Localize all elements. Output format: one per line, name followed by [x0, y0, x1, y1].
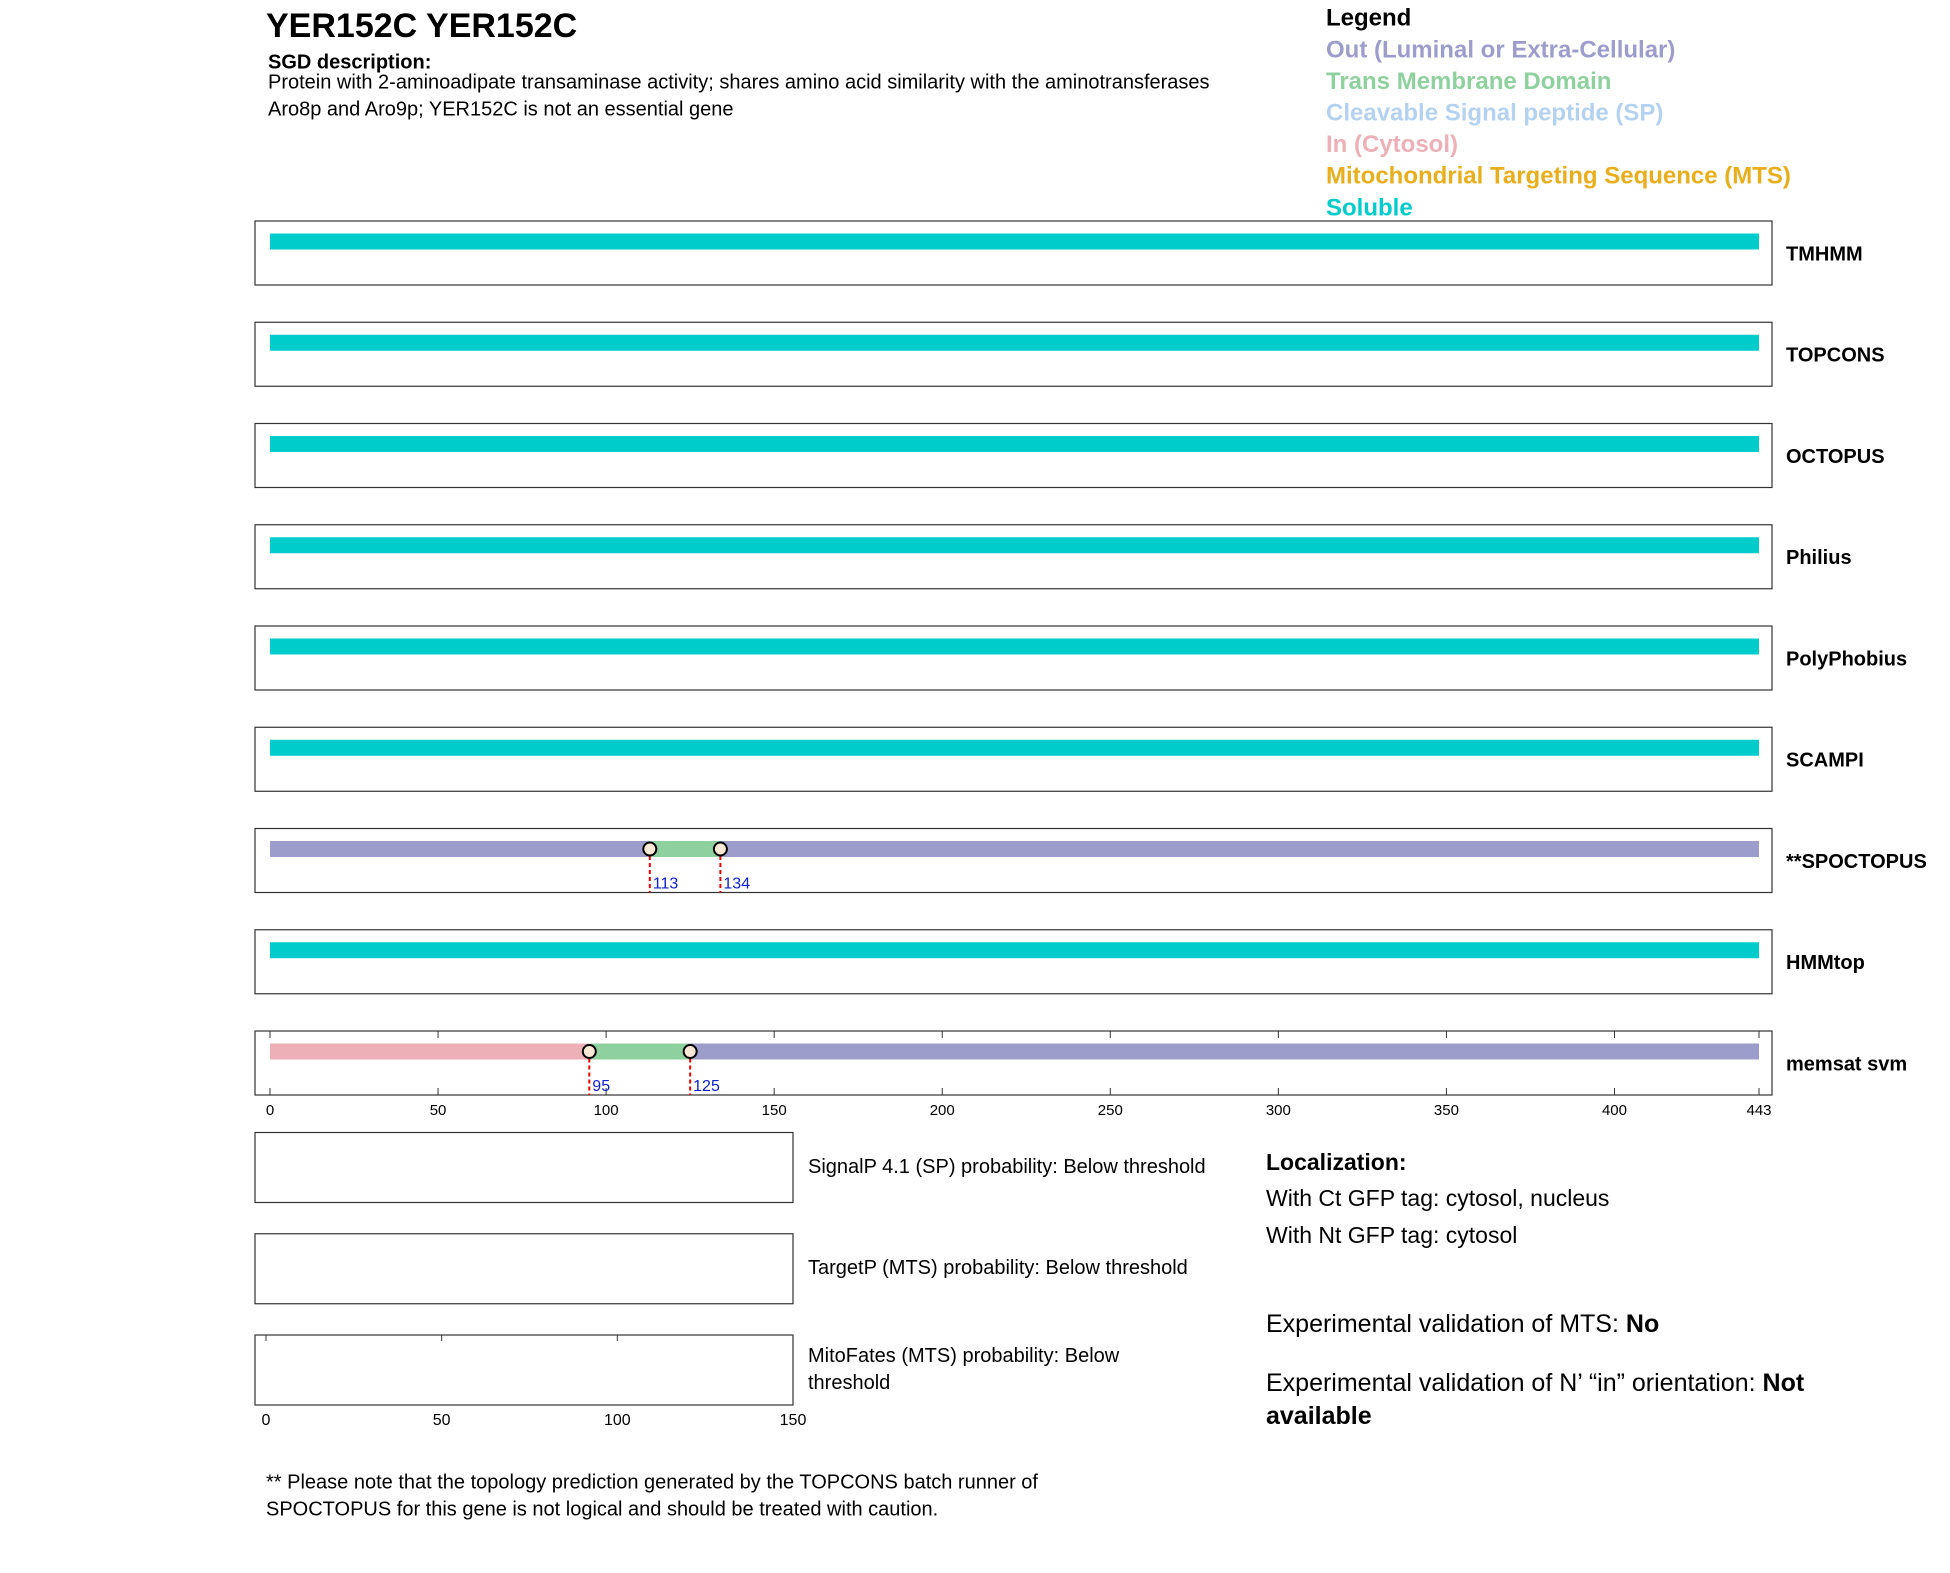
segment [649, 841, 721, 857]
track-name: SCAMPI [1786, 750, 1864, 772]
legend-item: Soluble [1326, 194, 1413, 221]
description: Protein with 2-aminoadipate transaminase… [268, 71, 1210, 93]
x-tick-label: 250 [1098, 1102, 1123, 1119]
track-name: TOPCONS [1786, 345, 1885, 367]
validation-label: Experimental validation of MTS: [1266, 1310, 1626, 1338]
segment [270, 334, 1759, 351]
boundary-label: 134 [723, 876, 750, 893]
panel-label: SignalP 4.1 (SP) probability: Below thre… [808, 1156, 1206, 1178]
footnote: ** Please note that the topology predict… [266, 1471, 1038, 1493]
segment [270, 537, 1759, 554]
validation: Experimental validation of MTS: No [1266, 1308, 1826, 1341]
track-name: memsat svm [1786, 1053, 1907, 1075]
panel-label: MitoFates (MTS) probability: Below [808, 1345, 1120, 1367]
boundary-label: 95 [592, 1078, 610, 1095]
track-name: **SPOCTOPUS [1786, 851, 1927, 873]
legend-item: Mitochondrial Targeting Sequence (MTS) [1326, 163, 1791, 190]
validation: Experimental validation of N’ “in” orien… [1266, 1367, 1826, 1433]
segment [270, 233, 1759, 250]
localization-line: With Ct GFP tag: cytosol, nucleus [1266, 1185, 1609, 1211]
track-box [254, 1030, 1773, 1096]
x-tick-label: 0 [266, 1102, 274, 1119]
panel-label: threshold [808, 1372, 890, 1394]
x-tick-label: 200 [930, 1102, 955, 1119]
localization-title: Localization: [1266, 1149, 1407, 1175]
x-tick-label: 300 [1266, 1102, 1291, 1119]
segment [270, 942, 1759, 959]
x-tick-label: 150 [780, 1412, 807, 1429]
track-name: PolyPhobius [1786, 648, 1907, 670]
legend-item: In (Cytosol) [1326, 131, 1458, 158]
panel-label: TargetP (MTS) probability: Below thresho… [808, 1257, 1188, 1279]
segment [270, 739, 1759, 756]
title: YER152C YER152C [266, 7, 577, 45]
x-tick-label: 400 [1602, 1102, 1627, 1119]
track-box [254, 929, 1773, 995]
x-tick-label: 443 [1746, 1102, 1771, 1119]
boundary-marker [581, 1044, 597, 1059]
footnote: SPOCTOPUS for this gene is not logical a… [266, 1498, 938, 1520]
x-tick-label: 350 [1434, 1102, 1459, 1119]
track-name: HMMtop [1786, 952, 1865, 974]
track-box [254, 220, 1773, 286]
segment [270, 638, 1759, 655]
segment [270, 841, 650, 857]
legend-item: Out (Luminal or Extra-Cellular) [1326, 36, 1675, 63]
track-box [254, 422, 1773, 489]
segment [270, 1043, 590, 1060]
x-tick-label: 150 [762, 1102, 787, 1119]
track-box [254, 321, 1773, 387]
segment [589, 1043, 691, 1060]
track-name: OCTOPUS [1786, 446, 1885, 468]
validation-value: No [1625, 1310, 1660, 1338]
track-name: Philius [1786, 547, 1852, 569]
x-tick-label: 100 [594, 1102, 619, 1119]
boundary-label: 113 [653, 876, 679, 893]
track-box [254, 726, 1773, 792]
track-name: TMHMM [1786, 243, 1863, 265]
legend-item: Trans Membrane Domain [1326, 68, 1611, 95]
x-tick-label: 100 [604, 1412, 631, 1429]
boundary-label: 125 [693, 1078, 720, 1095]
boundary-marker [642, 841, 658, 857]
segment [690, 1043, 1759, 1060]
x-tick-label: 50 [433, 1412, 451, 1429]
localization-line: With Nt GFP tag: cytosol [1266, 1222, 1517, 1248]
description: Aro8p and Aro9p; YER152C is not an essen… [268, 98, 734, 120]
legend-item: Cleavable Signal peptide (SP) [1326, 100, 1663, 127]
segment [270, 436, 1759, 452]
boundary-marker [682, 1044, 698, 1059]
panel-box [254, 1131, 794, 1204]
segment [720, 841, 1760, 857]
validation-value: Not available [1266, 1369, 1805, 1430]
track-box [254, 625, 1773, 691]
track-box [254, 524, 1773, 590]
panel-box [254, 1233, 794, 1305]
legend-title: Legend [1326, 4, 1411, 31]
track-box [254, 827, 1773, 894]
validation-label: Experimental validation of N’ “in” orien… [1266, 1369, 1763, 1397]
x-tick-label: 50 [430, 1102, 447, 1119]
boundary-marker [712, 841, 728, 857]
x-tick-label: 0 [262, 1412, 271, 1429]
description-label: SGD description: [268, 51, 431, 73]
panel-box [254, 1334, 794, 1406]
